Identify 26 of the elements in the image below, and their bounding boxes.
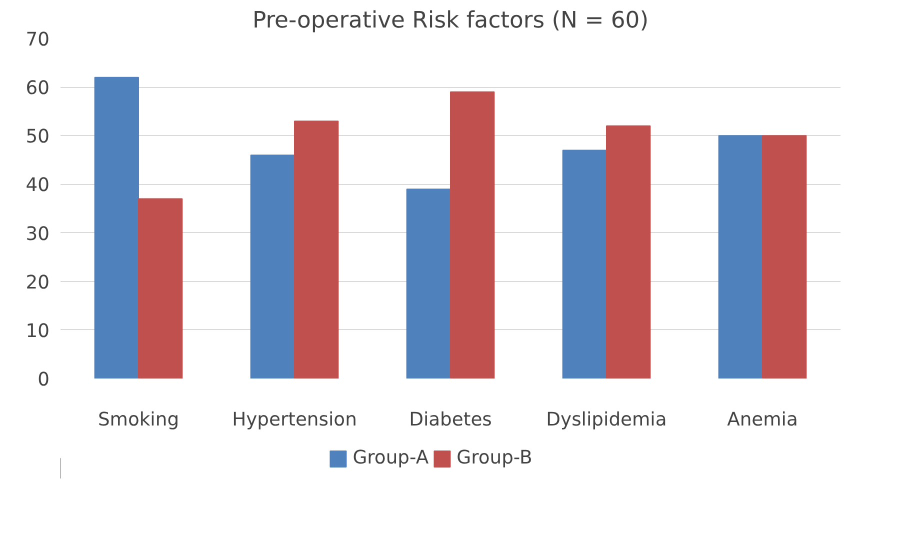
bar — [450, 91, 495, 378]
y-tick-label: 60 — [26, 78, 50, 100]
bar — [406, 188, 451, 378]
bar — [294, 120, 339, 378]
bar — [606, 125, 651, 378]
y-tick-label: 30 — [26, 224, 50, 245]
x-tick-label: Anemia — [727, 410, 798, 430]
bar — [250, 154, 295, 378]
bar — [562, 150, 607, 378]
x-tick-label: Dyslipidemia — [546, 410, 667, 430]
bar — [94, 76, 139, 378]
y-tick-label: 50 — [26, 126, 50, 148]
y-tick-label: 70 — [26, 30, 50, 50]
bar — [718, 135, 763, 378]
legend-label: Group-A — [352, 448, 429, 468]
x-tick-label: Hypertension — [232, 410, 357, 430]
x-tick-label: Smoking — [98, 410, 180, 430]
legend-label: Group-B — [456, 448, 532, 468]
bar — [762, 135, 807, 378]
y-tick-label: 10 — [26, 320, 50, 342]
x-tick-label: Diabetes — [409, 410, 492, 430]
y-tick-label: 0 — [38, 370, 50, 390]
y-tick-label: 40 — [26, 175, 50, 196]
bar — [138, 198, 183, 378]
y-tick-label: 20 — [26, 272, 50, 294]
chart-title: Pre-operative Risk factors (N = 60) — [252, 8, 649, 34]
